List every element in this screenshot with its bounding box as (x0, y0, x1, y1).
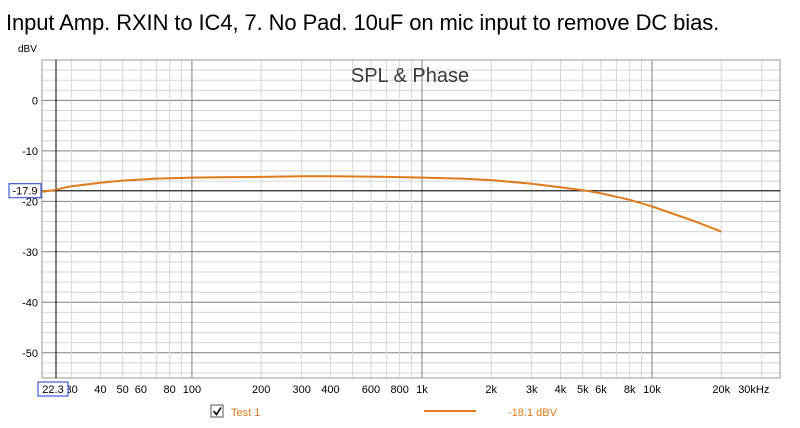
x-tick-label: 400 (321, 384, 339, 396)
y-axis-label: dBV (18, 44, 37, 55)
grid (42, 59, 780, 378)
x-tick-label: 20k (712, 384, 730, 396)
y-tick-label: -30 (22, 247, 38, 259)
x-tick-label: 30kHz (738, 384, 769, 396)
cursor[interactable]: -17.9 22.3 (8, 60, 780, 397)
x-tick-label: 10k (643, 384, 661, 396)
x-tick-label: 5k (577, 384, 589, 396)
legend-series-name: Test 1 (231, 407, 260, 419)
x-tick-label: 30 (66, 384, 78, 396)
x-tick-label: 1k (416, 384, 428, 396)
x-tick-label: 200 (252, 384, 270, 396)
x-tick-label: 3k (526, 384, 538, 396)
x-tick-label: 8k (624, 384, 636, 396)
page-title: Input Amp. RXIN to IC4, 7. No Pad. 10uF … (6, 10, 720, 35)
y-tick-labels: 0 -10 -20 -30 -40 -50 (22, 95, 38, 359)
x-tick-label: 80 (164, 384, 176, 396)
x-tick-label: 6k (595, 384, 607, 396)
series-group (41, 175, 722, 233)
x-tick-label: 40 (94, 384, 106, 396)
checkmark-icon (212, 407, 222, 416)
x-tick-labels: 30 40 50 60 80 100 200 300 400 600 800 1k 2k 3k 4k 5k 6k… (66, 384, 770, 396)
cursor-y-readout: -17.9 (12, 186, 37, 198)
x-tick-label: 300 (293, 384, 311, 396)
x-tick-label: 600 (362, 384, 380, 396)
y-tick-label: -50 (22, 348, 38, 360)
plot-title: SPL & Phase (351, 65, 469, 87)
legend: Test 1 -18.1 dBV (210, 404, 558, 419)
x-tick-label: 50 (117, 384, 129, 396)
x-tick-label: 100 (183, 384, 201, 396)
legend-series-value: -18.1 dBV (508, 407, 558, 419)
y-tick-label: -40 (22, 297, 38, 309)
x-tick-label: 800 (390, 384, 408, 396)
x-tick-label: 4k (555, 384, 567, 396)
series-line-test-1 (41, 175, 722, 233)
cursor-x-readout: 22.3 (42, 384, 63, 396)
y-tick-label: 0 (32, 95, 38, 107)
y-tick-label: -20 (22, 196, 38, 208)
x-tick-label: 2k (485, 384, 497, 396)
plot-border (41, 59, 781, 379)
cursor-x-readout-box[interactable] (37, 381, 69, 397)
x-tick-label: 60 (135, 384, 147, 396)
y-tick-label: -10 (22, 146, 38, 158)
cursor-y-readout-box[interactable] (8, 183, 42, 199)
